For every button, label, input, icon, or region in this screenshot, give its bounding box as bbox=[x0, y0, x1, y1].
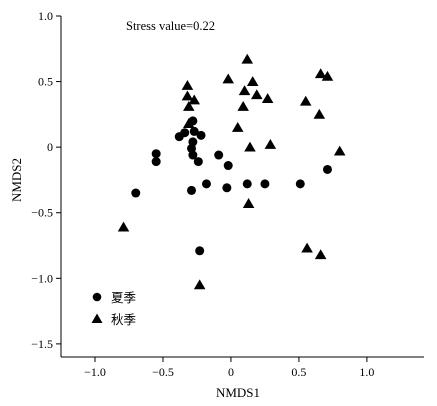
summer-point bbox=[223, 161, 233, 171]
summer-point bbox=[193, 157, 203, 167]
y-tick-label: 0 bbox=[47, 140, 53, 154]
autumn-point bbox=[264, 139, 277, 149]
x-tick-label: 1.0 bbox=[359, 365, 374, 379]
summer-point bbox=[322, 164, 332, 174]
autumn-point bbox=[242, 198, 255, 208]
autumn-point bbox=[313, 108, 326, 119]
autumn-point bbox=[222, 73, 234, 84]
summer-point bbox=[188, 150, 198, 160]
x-tick-label: −1.0 bbox=[84, 365, 106, 379]
legend-triangle-marker bbox=[91, 313, 103, 323]
y-ticks: 1.0 0.5 0 −0.5 −1.0 −1.5 bbox=[31, 9, 61, 351]
summer-point bbox=[151, 149, 161, 159]
summer-point bbox=[242, 179, 252, 189]
x-tick-label: 0.5 bbox=[291, 365, 306, 379]
autumn-point bbox=[117, 221, 130, 232]
autumn-point bbox=[333, 145, 346, 156]
summer-point bbox=[151, 157, 161, 167]
summer-point bbox=[131, 188, 141, 198]
legend-circle-marker bbox=[92, 292, 102, 302]
y-tick-label: −1.5 bbox=[31, 337, 53, 351]
autumn-point bbox=[188, 94, 201, 105]
summer-point bbox=[222, 183, 232, 193]
autumn-point bbox=[261, 93, 274, 104]
x-tick-label: −0.5 bbox=[152, 365, 174, 379]
summer-point bbox=[201, 179, 211, 189]
y-tick-label: −0.5 bbox=[31, 206, 53, 220]
autumn-point bbox=[181, 80, 194, 90]
data-points bbox=[117, 53, 346, 290]
legend: 夏季 秋季 bbox=[91, 290, 137, 327]
autumn-point bbox=[246, 76, 259, 86]
autumn-point bbox=[241, 53, 254, 64]
summer-point bbox=[189, 126, 199, 136]
plot-axes bbox=[60, 16, 424, 358]
legend-label-summer: 夏季 bbox=[111, 290, 137, 305]
autumn-point bbox=[193, 279, 206, 290]
autumn-point bbox=[231, 121, 244, 132]
autumn-point bbox=[314, 68, 327, 79]
summer-point bbox=[180, 128, 190, 138]
autumn-point bbox=[183, 100, 195, 111]
summer-point bbox=[214, 150, 224, 160]
y-tick-label: 0.5 bbox=[38, 75, 53, 89]
x-tick-label: 0 bbox=[228, 365, 234, 379]
autumn-point bbox=[314, 249, 327, 260]
x-axis-label: NMDS1 bbox=[216, 385, 260, 400]
legend-label-autumn: 秋季 bbox=[111, 312, 137, 327]
autumn-point bbox=[299, 95, 312, 106]
autumn-point bbox=[183, 118, 195, 128]
summer-point bbox=[196, 130, 206, 140]
y-tick-label: −1.0 bbox=[31, 271, 53, 285]
autumn-point bbox=[301, 242, 313, 253]
autumn-point bbox=[321, 70, 334, 81]
y-tick-label: 1.0 bbox=[38, 9, 53, 23]
summer-point bbox=[295, 179, 305, 189]
y-axis-label: NMDS2 bbox=[9, 158, 24, 202]
stress-value-annotation: Stress value=0.22 bbox=[126, 19, 215, 33]
summer-point bbox=[260, 179, 270, 189]
summer-point bbox=[195, 246, 205, 256]
autumn-point bbox=[237, 100, 249, 111]
autumn-point bbox=[181, 90, 194, 101]
autumn-point bbox=[244, 141, 256, 152]
autumn-point bbox=[251, 89, 263, 100]
autumn-point bbox=[238, 85, 251, 96]
summer-point bbox=[187, 185, 197, 195]
x-ticks: −1.0 −0.5 0 0.5 1.0 bbox=[84, 357, 374, 379]
